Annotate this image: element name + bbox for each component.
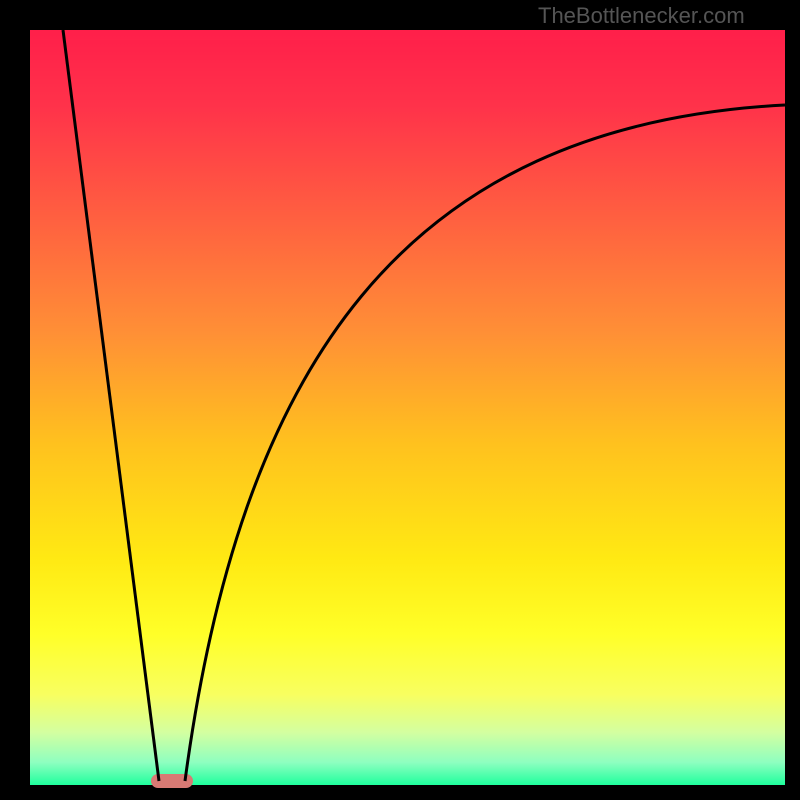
left-line (63, 30, 159, 781)
right-curve (185, 105, 785, 781)
curve-overlay (30, 30, 785, 785)
plot-area (30, 30, 785, 785)
watermark-text: TheBottlenecker.com (538, 3, 745, 29)
